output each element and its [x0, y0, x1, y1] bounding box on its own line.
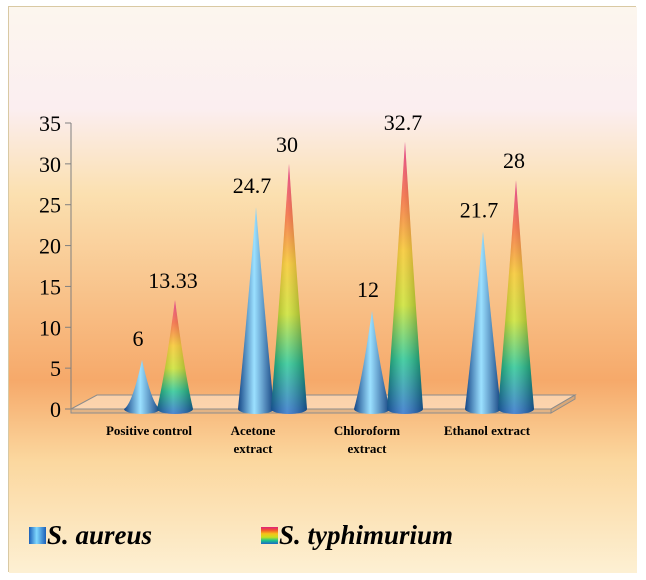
chart-frame: 0 5 10 15 20 25 30 35 6 24.7 12 21.7 13.33 30 32.7 28 …: [8, 6, 637, 573]
y-tick-label: 20: [39, 234, 61, 259]
cone-shading: [124, 359, 160, 414]
y-axis: 0 5 10 15 20 25 30 35: [39, 111, 72, 422]
data-label: 21.7: [460, 198, 499, 223]
data-label: 13.33: [148, 268, 198, 293]
floor-side: [550, 394, 576, 414]
y-tick-label: 0: [50, 397, 61, 422]
plot-area: [124, 141, 534, 414]
x-category-label: Acetone: [231, 423, 276, 438]
cone-shading: [498, 180, 534, 414]
cone-shading: [157, 300, 193, 414]
data-labels: 6 24.7 12 21.7 13.33 30 32.7 28: [133, 110, 526, 351]
x-category-label: Ethanol extract: [444, 423, 531, 438]
data-label: 32.7: [384, 110, 423, 135]
cone-shading: [465, 231, 501, 414]
x-category-label: extract: [348, 441, 388, 456]
y-tick-label: 10: [39, 315, 61, 340]
y-tick-label: 35: [39, 111, 61, 136]
data-label: 30: [276, 132, 298, 157]
cone-shading: [354, 310, 390, 414]
legend-label-s-typhimurium: S. typhimurium: [279, 520, 453, 550]
legend-swatch-s-aureus: [29, 527, 46, 544]
cone-shading: [271, 163, 307, 414]
x-category-label: extract: [234, 441, 274, 456]
legend-label-s-aureus: S. aureus: [47, 520, 152, 550]
data-label: 28: [503, 148, 525, 173]
legend: S. aureus S. typhimurium: [29, 520, 453, 550]
y-tick-label: 15: [39, 274, 61, 299]
data-label: 6: [133, 326, 144, 351]
x-axis: Positive control Acetone extract Chloroform…: [106, 423, 531, 456]
data-label: 24.7: [233, 173, 272, 198]
x-category-label: Positive control: [106, 423, 192, 438]
chart-background: [9, 7, 637, 573]
data-label: 12: [357, 277, 379, 302]
x-category-label: Chloroform: [334, 423, 400, 438]
y-tick-label: 30: [39, 152, 61, 177]
legend-swatch-s-typhimurium: [261, 527, 278, 544]
y-tick-label: 25: [39, 193, 61, 218]
cone-shading: [387, 141, 423, 414]
y-tick-label: 5: [50, 356, 61, 381]
cone-shading: [238, 207, 274, 414]
